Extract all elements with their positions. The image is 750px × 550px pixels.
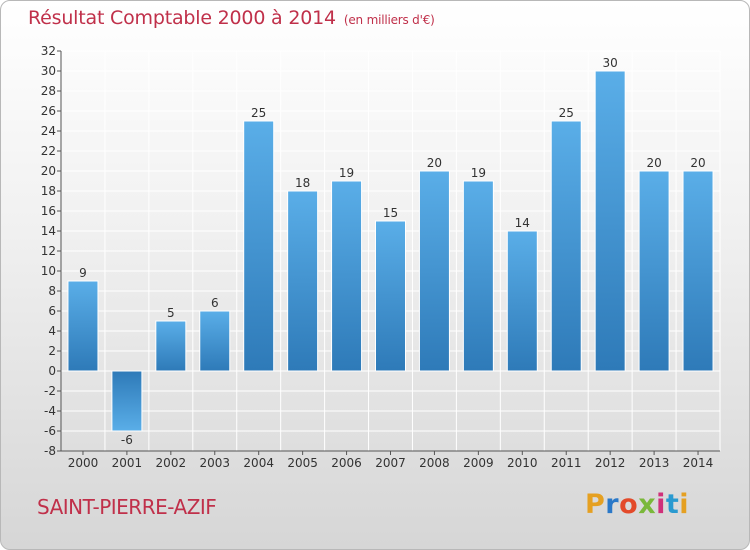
proxiti-logo: Proxiti: [585, 489, 689, 520]
x-tick-label: 2006: [331, 456, 362, 470]
chart-title: Résultat Comptable 2000 à 2014 (en millie…: [28, 7, 435, 29]
y-tick-label: 30: [41, 64, 56, 78]
bars: [67, 70, 714, 432]
y-tick-label: 22: [41, 144, 56, 158]
x-tick-label: 2011: [551, 456, 582, 470]
logo-letter: i: [679, 489, 690, 520]
data-label: -6: [121, 433, 133, 447]
bar: [287, 190, 319, 372]
data-label: 19: [339, 166, 354, 180]
y-tick-label: -8: [44, 444, 56, 458]
data-label: 20: [690, 156, 705, 170]
y-tick-label: 14: [41, 224, 56, 238]
x-tick-label: 2008: [419, 456, 450, 470]
axes: -8-6-4-202468101214161820222426283032200…: [41, 44, 720, 470]
logo-letter: r: [605, 489, 620, 520]
x-tick-label: 2007: [375, 456, 406, 470]
data-label: 20: [427, 156, 442, 170]
y-tick-label: 2: [48, 344, 56, 358]
x-tick-label: 2012: [595, 456, 626, 470]
x-tick-label: 2013: [639, 456, 670, 470]
x-tick-label: 2000: [68, 456, 99, 470]
data-label: 9: [79, 266, 87, 280]
bar: [243, 120, 275, 372]
data-label: 18: [295, 176, 310, 190]
x-tick-label: 2001: [112, 456, 143, 470]
commune-name: SAINT-PIERRE-AZIF: [37, 495, 217, 519]
bar: [418, 170, 450, 372]
logo-letter: P: [585, 489, 606, 520]
x-tick-label: 2005: [287, 456, 318, 470]
y-tick-label: 0: [48, 364, 56, 378]
data-label: 14: [515, 216, 530, 230]
y-tick-label: 16: [41, 204, 56, 218]
data-label: 15: [383, 206, 398, 220]
bar: [199, 310, 231, 372]
bar: [462, 180, 494, 372]
bar: [331, 180, 363, 372]
x-tick-label: 2009: [463, 456, 494, 470]
data-labels: 9 -6 5 6 25 18 19 15 20 19 14 25 30 20 20: [79, 56, 706, 447]
data-label: 20: [646, 156, 661, 170]
bar: [682, 170, 714, 372]
chart-subtitle: (en milliers d'€): [343, 13, 435, 27]
logo-letter: t: [665, 489, 680, 520]
y-tick-label: -4: [44, 404, 56, 418]
y-tick-label: 6: [48, 304, 56, 318]
y-tick-label: -2: [44, 384, 56, 398]
y-tick-label: 32: [41, 44, 56, 58]
y-tick-label: 18: [41, 184, 56, 198]
logo-letter: o: [619, 489, 639, 520]
bar: [67, 280, 99, 372]
data-label: 19: [471, 166, 486, 180]
y-tick-label: 10: [41, 264, 56, 278]
x-tick-label: 2010: [507, 456, 538, 470]
x-tick-label: 2004: [243, 456, 274, 470]
bar: [111, 370, 143, 432]
bar: [594, 70, 626, 372]
y-tick-label: -6: [44, 424, 56, 438]
y-tick-label: 20: [41, 164, 56, 178]
data-label: 25: [559, 106, 574, 120]
x-tick-label: 2002: [156, 456, 187, 470]
chart-title-text: Résultat Comptable 2000 à 2014: [28, 7, 336, 29]
logo-letter: i: [656, 489, 666, 520]
x-tick-label: 2003: [199, 456, 230, 470]
bar: [550, 120, 582, 372]
data-label: 5: [167, 306, 175, 320]
bar: [375, 220, 406, 372]
x-tick-label: 2014: [683, 456, 714, 470]
y-tick-label: 4: [48, 324, 56, 338]
y-tick-label: 24: [41, 124, 56, 138]
data-label: 30: [603, 56, 618, 70]
logo-letter: x: [638, 489, 657, 520]
bar: [638, 170, 670, 372]
y-tick-label: 12: [41, 244, 56, 258]
bar: [155, 320, 187, 372]
y-tick-label: 26: [41, 104, 56, 118]
y-tick-label: 28: [41, 84, 56, 98]
data-label: 25: [251, 106, 266, 120]
y-tick-label: 8: [48, 284, 56, 298]
data-label: 6: [211, 296, 219, 310]
bar: [506, 230, 538, 372]
